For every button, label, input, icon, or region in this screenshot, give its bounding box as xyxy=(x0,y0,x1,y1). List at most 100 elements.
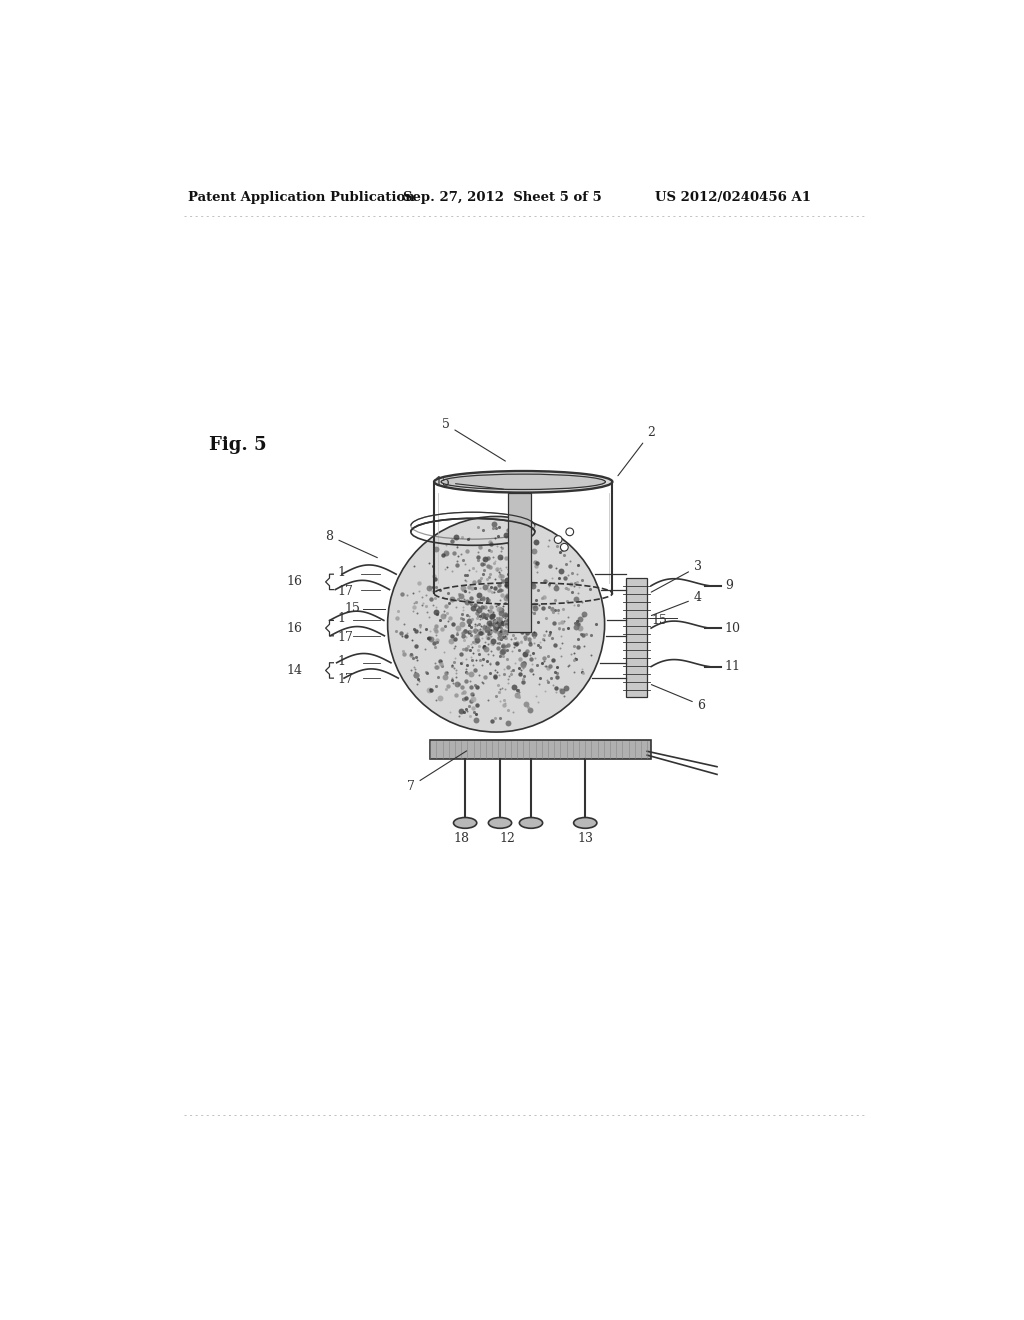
Point xyxy=(492,664,508,685)
Point xyxy=(488,614,505,635)
Text: 15: 15 xyxy=(434,475,504,490)
Point xyxy=(492,628,508,649)
Point xyxy=(481,616,498,638)
Point xyxy=(432,610,449,631)
Point xyxy=(502,606,518,627)
Point xyxy=(425,565,441,586)
Point xyxy=(544,627,560,648)
Point xyxy=(486,610,503,631)
Point xyxy=(475,587,492,609)
Point xyxy=(492,610,508,631)
Point xyxy=(465,572,481,593)
Point xyxy=(515,672,531,693)
Point xyxy=(505,701,521,722)
Ellipse shape xyxy=(441,474,605,490)
Point xyxy=(410,673,426,694)
Point xyxy=(483,619,500,640)
Point xyxy=(527,597,544,618)
Point xyxy=(482,557,499,578)
Point xyxy=(490,561,507,582)
Point xyxy=(408,591,424,612)
Point xyxy=(465,557,481,578)
Point xyxy=(493,540,509,561)
Point xyxy=(409,664,425,685)
Point xyxy=(526,622,543,643)
Point xyxy=(563,644,580,665)
Point xyxy=(553,645,569,667)
Text: 9: 9 xyxy=(725,579,732,593)
Point xyxy=(515,597,531,618)
Point xyxy=(472,623,488,644)
Point xyxy=(452,675,468,696)
Point xyxy=(484,517,501,539)
Point xyxy=(427,675,443,696)
Point xyxy=(573,659,590,680)
Point xyxy=(457,565,473,586)
Point xyxy=(496,626,512,647)
Text: 2: 2 xyxy=(617,425,655,475)
Point xyxy=(481,566,498,587)
Point xyxy=(443,656,460,677)
Text: 6: 6 xyxy=(651,685,706,711)
Point xyxy=(437,663,454,684)
Point xyxy=(498,622,514,643)
Point xyxy=(539,669,555,690)
Point xyxy=(584,644,600,665)
Point xyxy=(506,677,522,698)
Point xyxy=(502,607,518,628)
Point xyxy=(470,549,486,570)
Point xyxy=(439,661,456,682)
Point xyxy=(472,619,488,640)
Point xyxy=(486,550,503,572)
Point xyxy=(492,579,508,601)
Point xyxy=(536,586,552,607)
Point xyxy=(487,659,504,680)
Point xyxy=(477,620,494,642)
Point xyxy=(495,623,511,644)
Point xyxy=(536,648,552,669)
Point xyxy=(404,601,421,622)
Point xyxy=(406,593,422,614)
Point xyxy=(570,594,587,615)
Point xyxy=(422,620,438,642)
Point xyxy=(484,546,501,568)
Point xyxy=(488,615,505,636)
Point xyxy=(503,664,519,685)
Point xyxy=(487,614,504,635)
Point xyxy=(551,618,567,639)
Point xyxy=(421,553,437,574)
Point xyxy=(483,577,500,598)
Point xyxy=(463,690,479,711)
Point xyxy=(463,647,479,668)
Point xyxy=(500,519,516,540)
Point xyxy=(494,642,510,663)
Point xyxy=(540,570,556,591)
Point xyxy=(463,616,479,638)
Point xyxy=(566,635,583,656)
Point xyxy=(489,627,506,648)
Point xyxy=(522,700,539,721)
Point xyxy=(470,590,486,611)
Point xyxy=(482,564,499,585)
Point xyxy=(489,612,506,634)
Point xyxy=(531,636,548,657)
Text: 17: 17 xyxy=(337,631,353,644)
Point xyxy=(451,618,467,639)
Point xyxy=(488,517,505,539)
Point xyxy=(501,581,517,602)
Point xyxy=(486,513,503,535)
Point xyxy=(559,590,575,611)
Point xyxy=(472,622,488,643)
Point xyxy=(496,611,512,632)
Point xyxy=(492,565,508,586)
Point xyxy=(455,579,471,601)
Point xyxy=(487,616,504,638)
Point xyxy=(486,620,503,642)
Point xyxy=(436,642,453,663)
Point xyxy=(483,610,500,631)
Point xyxy=(488,611,505,632)
Point xyxy=(522,612,539,634)
Ellipse shape xyxy=(454,817,477,829)
Point xyxy=(517,626,534,647)
Point xyxy=(473,609,489,630)
